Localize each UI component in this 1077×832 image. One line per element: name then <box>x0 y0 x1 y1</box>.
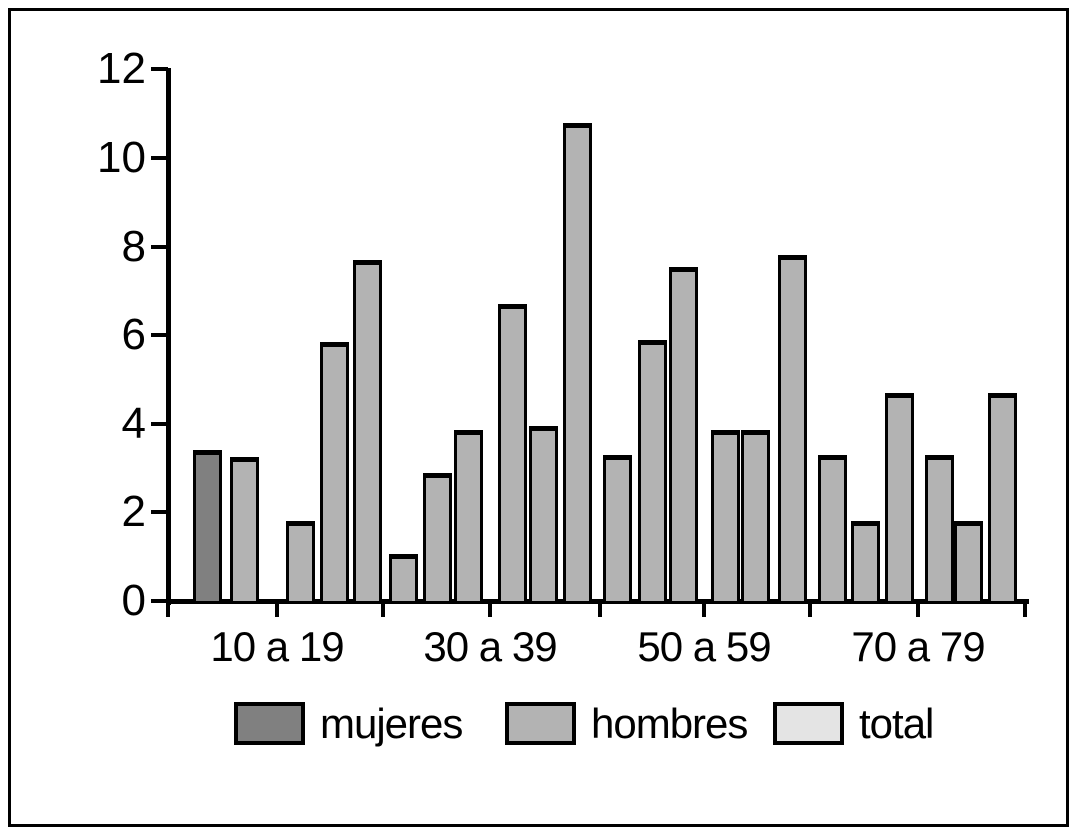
bar-hombres <box>389 554 418 604</box>
y-tick-label: 10 <box>97 133 146 182</box>
legend-swatch-total <box>773 702 844 745</box>
bar-hombres <box>286 521 315 604</box>
y-tick-label: 12 <box>97 44 146 94</box>
bar-hombres <box>563 123 592 604</box>
bar-hombres <box>230 457 259 604</box>
bar-hombres <box>925 455 954 604</box>
y-tick-label: 0 <box>121 576 146 625</box>
bar-hombres <box>498 304 527 604</box>
x-axis-tick <box>488 601 492 617</box>
bar-hombres <box>423 473 452 604</box>
x-axis-tick <box>1023 601 1027 617</box>
y-tick-label: 8 <box>121 221 146 271</box>
x-axis-tick <box>808 601 812 617</box>
x-tick-label: 10 a 19 <box>210 623 344 670</box>
legend-swatch-mujeres <box>234 702 305 745</box>
legend-label-hombres: hombres <box>591 700 748 747</box>
bar-hombres <box>988 393 1017 604</box>
y-tick-label: 2 <box>121 487 146 537</box>
bar-hombres <box>954 521 983 604</box>
y-tick-label: 4 <box>121 398 146 448</box>
bar-hombres <box>353 260 382 604</box>
legend-swatch-hombres <box>505 702 576 745</box>
bar-hombres <box>851 521 880 604</box>
figure-border <box>8 8 1069 827</box>
bar-hombres <box>885 393 914 604</box>
x-axis-tick <box>275 601 279 617</box>
bar-hombres <box>778 255 807 604</box>
legend-item-mujeres: mujeres <box>234 700 463 747</box>
x-axis-tick <box>381 601 385 617</box>
bar-hombres <box>711 430 740 604</box>
legend-label-total: total <box>859 700 934 747</box>
bar-mujeres <box>193 450 222 604</box>
x-axis-line <box>166 599 1029 604</box>
x-tick-label: 30 a 39 <box>423 623 557 670</box>
y-axis-tick <box>151 599 168 603</box>
x-axis-tick <box>166 601 170 617</box>
x-tick-label: 70 a 79 <box>851 623 985 670</box>
y-tick-label: 6 <box>121 310 146 360</box>
bar-hombres <box>603 455 632 604</box>
y-axis-tick <box>151 156 168 160</box>
bar-hombres <box>818 455 847 604</box>
bar-hombres <box>454 430 483 604</box>
bar-hombres <box>529 426 558 604</box>
legend-item-total: total <box>773 700 934 747</box>
x-axis-tick <box>916 601 920 617</box>
x-axis-tick <box>598 601 602 617</box>
y-axis-tick <box>151 244 168 249</box>
legend-label-mujeres: mujeres <box>320 700 463 747</box>
legend-item-hombres: hombres <box>505 700 748 747</box>
y-axis-tick <box>151 333 168 338</box>
x-axis-tick <box>702 601 706 617</box>
y-axis-tick <box>151 510 168 515</box>
bar-hombres <box>741 430 770 604</box>
x-tick-label: 50 a 59 <box>637 623 771 670</box>
y-axis-tick <box>151 421 168 426</box>
bar-hombres <box>638 340 667 604</box>
y-axis-tick <box>151 67 168 72</box>
y-axis-line <box>166 68 171 605</box>
bar-hombres <box>320 342 349 604</box>
bar-hombres <box>669 267 698 604</box>
